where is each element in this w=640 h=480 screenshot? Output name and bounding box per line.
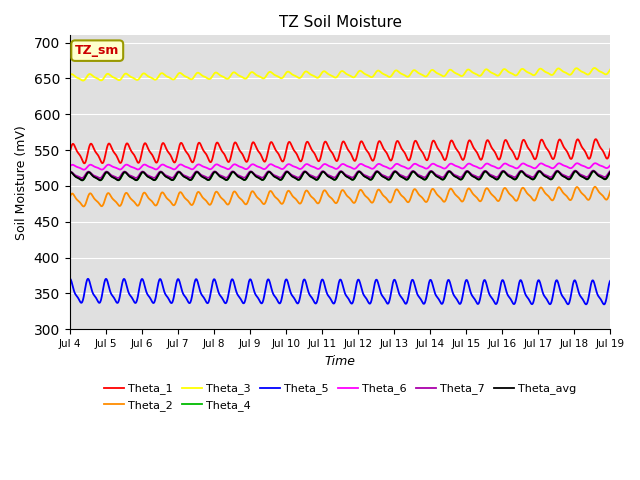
Theta_1 bbox=[130, 152, 138, 157]
Theta_3 bbox=[108, 74, 116, 80]
Theta_1 bbox=[81, 160, 88, 166]
Theta_6 bbox=[607, 162, 614, 168]
Theta_2 bbox=[607, 188, 614, 194]
Theta_4 bbox=[108, 174, 116, 180]
Theta_avg bbox=[607, 169, 614, 175]
Theta_3 bbox=[79, 78, 87, 84]
Theta_1 bbox=[307, 145, 314, 151]
Theta_6 bbox=[296, 166, 303, 172]
Theta_7 bbox=[307, 172, 314, 178]
Theta_4 bbox=[607, 169, 614, 175]
Line: Theta_avg: Theta_avg bbox=[70, 171, 611, 180]
Theta_4 bbox=[374, 169, 381, 175]
Theta_6 bbox=[317, 165, 324, 171]
Theta_1 bbox=[66, 151, 74, 156]
Theta_7 bbox=[78, 175, 86, 181]
Theta_5 bbox=[600, 301, 608, 307]
Theta_1 bbox=[592, 136, 600, 142]
Theta_6 bbox=[80, 167, 88, 172]
Theta_avg bbox=[78, 178, 86, 183]
Theta_6 bbox=[307, 163, 314, 169]
Line: Theta_7: Theta_7 bbox=[70, 170, 611, 178]
Theta_avg bbox=[66, 170, 74, 176]
Theta_4 bbox=[79, 178, 86, 183]
Theta_3 bbox=[607, 66, 614, 72]
Theta_5 bbox=[296, 297, 303, 303]
Theta_1 bbox=[296, 157, 303, 163]
Theta_6 bbox=[374, 161, 381, 167]
Line: Theta_3: Theta_3 bbox=[70, 68, 611, 81]
Theta_7 bbox=[607, 168, 614, 174]
Theta_5 bbox=[66, 276, 74, 282]
Theta_avg bbox=[108, 174, 116, 180]
Theta_2 bbox=[108, 195, 116, 201]
Theta_4 bbox=[317, 172, 324, 178]
Line: Theta_1: Theta_1 bbox=[70, 139, 611, 163]
Theta_5 bbox=[66, 276, 74, 282]
Line: Theta_6: Theta_6 bbox=[70, 163, 611, 169]
Theta_5 bbox=[607, 277, 614, 283]
Theta_5 bbox=[374, 279, 381, 285]
Theta_4 bbox=[307, 174, 314, 180]
Theta_4 bbox=[590, 168, 598, 174]
Theta_avg bbox=[307, 174, 314, 180]
Theta_2 bbox=[130, 199, 138, 204]
Theta_4 bbox=[296, 177, 303, 182]
Line: Theta_4: Theta_4 bbox=[70, 171, 611, 180]
Theta_7 bbox=[374, 168, 381, 174]
Theta_7 bbox=[108, 173, 116, 179]
Theta_avg bbox=[374, 169, 381, 175]
Theta_2 bbox=[317, 197, 324, 203]
Theta_4 bbox=[66, 170, 74, 176]
Theta_3 bbox=[130, 75, 138, 81]
Theta_4 bbox=[130, 176, 138, 182]
Theta_2 bbox=[591, 184, 599, 190]
Theta_7 bbox=[317, 170, 324, 176]
Theta_1 bbox=[607, 146, 614, 152]
Theta_2 bbox=[296, 201, 303, 206]
Theta_3 bbox=[591, 65, 598, 71]
Theta_5 bbox=[108, 292, 116, 298]
Theta_6 bbox=[108, 163, 116, 169]
Theta_3 bbox=[317, 72, 324, 78]
Theta_2 bbox=[307, 193, 314, 199]
Theta_3 bbox=[374, 68, 381, 73]
Theta_3 bbox=[66, 73, 74, 79]
Title: TZ Soil Moisture: TZ Soil Moisture bbox=[278, 15, 401, 30]
Theta_7 bbox=[130, 174, 138, 180]
Text: TZ_sm: TZ_sm bbox=[75, 44, 120, 57]
Theta_3 bbox=[296, 75, 303, 81]
Theta_avg bbox=[317, 172, 324, 178]
Line: Theta_2: Theta_2 bbox=[70, 187, 611, 206]
Theta_1 bbox=[374, 141, 381, 147]
Theta_7 bbox=[66, 169, 74, 175]
Legend: Theta_1, Theta_2, Theta_3, Theta_4, Theta_5, Theta_6, Theta_7, Theta_avg: Theta_1, Theta_2, Theta_3, Theta_4, Thet… bbox=[99, 379, 581, 415]
Theta_6 bbox=[591, 160, 599, 166]
Theta_avg bbox=[589, 168, 597, 174]
Theta_7 bbox=[589, 168, 597, 173]
Theta_7 bbox=[296, 174, 303, 180]
Theta_6 bbox=[130, 165, 138, 170]
Theta_2 bbox=[80, 204, 88, 209]
Theta_avg bbox=[130, 176, 138, 182]
Theta_2 bbox=[66, 195, 74, 201]
Theta_avg bbox=[296, 177, 303, 182]
Theta_6 bbox=[66, 164, 74, 169]
Line: Theta_5: Theta_5 bbox=[70, 279, 611, 304]
Theta_3 bbox=[307, 72, 314, 77]
Theta_1 bbox=[317, 156, 324, 161]
Theta_5 bbox=[130, 299, 138, 304]
X-axis label: Time: Time bbox=[324, 355, 356, 368]
Theta_5 bbox=[307, 293, 314, 299]
Theta_2 bbox=[374, 187, 381, 193]
Y-axis label: Soil Moisture (mV): Soil Moisture (mV) bbox=[15, 125, 28, 240]
Theta_1 bbox=[108, 145, 116, 151]
Theta_5 bbox=[317, 282, 324, 288]
